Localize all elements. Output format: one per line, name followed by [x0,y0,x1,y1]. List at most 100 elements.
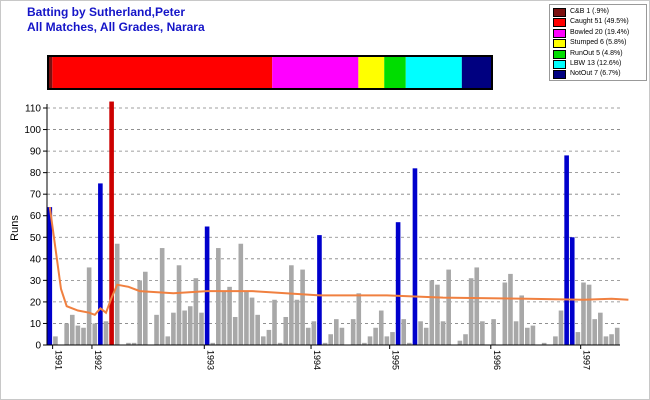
bar [457,340,463,345]
bar [305,327,311,345]
year-label: 1993 [205,350,215,370]
chart-title: Batting by Sutherland,Peter [27,5,186,19]
bar [603,336,609,345]
bar [463,334,468,345]
y-tick-label: 0 [35,341,41,352]
bar [204,226,210,345]
y-tick-label: 60 [30,211,42,222]
bar [216,248,221,345]
bar [446,269,451,345]
bar [171,312,176,345]
bar [390,332,395,345]
bar [435,284,440,345]
bar [480,321,485,345]
bar [210,342,216,345]
bar [64,323,69,345]
bar [575,332,581,345]
legend-label: Stumped 6 (5.8%) [570,39,627,47]
bar [592,319,598,345]
bar [114,243,120,345]
bar [468,278,474,345]
bar [238,243,244,345]
year-label: 1997 [582,350,592,370]
bar [474,267,480,345]
bar [519,295,524,345]
breakdown-segment [272,56,359,89]
bar [86,267,92,345]
legend-swatch [553,28,566,38]
breakdown-border [47,55,493,90]
bar [412,168,418,345]
bar [255,314,260,345]
breakdown-segment [358,56,385,89]
bar [378,310,384,345]
year-label: 1995 [391,350,401,370]
y-tick-label: 20 [30,297,42,308]
bar [350,319,356,345]
bar [317,235,322,345]
bar [75,325,81,345]
bar [232,316,238,345]
bar [249,297,255,345]
bar [440,321,446,345]
bar [98,183,103,345]
bar [92,323,98,345]
legend: C&B 1 (.9%) Caught 51 (49.5%) Bowled 20 (1… [549,4,647,81]
bar [541,342,547,345]
bar [564,155,569,345]
bar [182,310,187,345]
bar [373,327,378,345]
year-label: 1991 [54,350,64,370]
breakdown-segment [384,56,406,89]
y-tick-label: 50 [30,233,42,244]
legend-swatch [553,49,566,59]
bar [272,299,277,345]
legend-swatch [553,8,566,17]
bar [311,321,317,345]
y-tick-label: 70 [30,190,42,201]
bar [266,329,272,345]
legend-label: C&B 1 (.9%) [570,8,609,15]
bar [491,319,496,345]
bar [154,314,159,345]
bar [193,278,199,345]
bar [334,319,339,345]
bar [614,327,620,345]
breakdown-segment [405,56,462,89]
bar [294,299,300,345]
bar [609,334,614,345]
bar [244,291,249,345]
year-label: 1996 [492,350,502,370]
legend-label: Caught 51 (49.5%) [570,18,629,26]
chart-subtitle: All Matches, All Grades, Narara [27,20,205,34]
bar [525,327,530,345]
bar [137,280,142,345]
bar [395,222,401,345]
bar [47,207,53,345]
bar [429,280,435,345]
bar [328,334,333,345]
y-tick-label: 10 [30,319,42,330]
bar [283,316,289,345]
average-line [48,206,629,316]
bar [356,293,362,345]
bar [159,248,165,345]
bar [227,286,232,345]
bar [418,321,423,345]
bar [289,265,294,345]
bar [362,342,367,345]
bar [69,314,75,345]
legend-label: RunOut 5 (4.8%) [570,49,623,57]
bar [126,342,131,345]
bar [53,336,58,345]
bar [598,312,603,345]
bar [81,327,86,345]
legend-label: Bowled 20 (19.4%) [570,28,630,36]
bar [407,342,412,345]
bar [513,321,519,345]
legend-label: LBW 13 (12.6%) [570,60,622,67]
bar [339,327,345,345]
y-tick-label: 30 [30,276,42,287]
bar [581,282,586,345]
bar [553,336,558,345]
